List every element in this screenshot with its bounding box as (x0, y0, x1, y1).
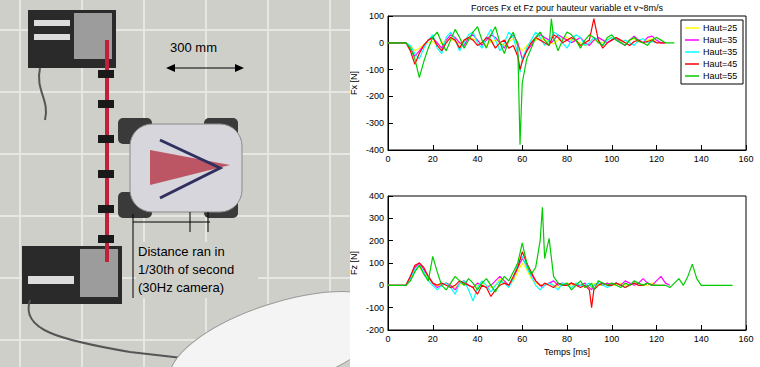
svg-text:-400: -400 (366, 145, 384, 155)
svg-text:(30Hz camera): (30Hz camera) (138, 280, 224, 295)
svg-text:-100: -100 (366, 65, 384, 75)
svg-text:-200: -200 (366, 91, 384, 101)
svg-text:40: 40 (472, 154, 482, 164)
svg-text:Haut=45: Haut=45 (703, 59, 737, 69)
svg-text:-100: -100 (366, 303, 384, 313)
svg-text:160: 160 (738, 154, 753, 164)
svg-text:80: 80 (562, 334, 572, 344)
svg-text:Temps [ms]: Temps [ms] (544, 347, 590, 357)
svg-text:100: 100 (604, 154, 619, 164)
svg-text:120: 120 (649, 154, 664, 164)
svg-text:Fz [N]: Fz [N] (349, 251, 359, 275)
svg-text:20: 20 (428, 154, 438, 164)
svg-text:0: 0 (379, 38, 384, 48)
svg-text:80: 80 (562, 154, 572, 164)
svg-text:100: 100 (369, 11, 384, 21)
svg-text:Haut=55: Haut=55 (703, 71, 737, 81)
svg-text:Forces Fx et Fz pour hauteur v: Forces Fx et Fz pour hauteur variable et… (471, 3, 663, 13)
svg-text:Fx [N]: Fx [N] (349, 71, 359, 95)
svg-text:40: 40 (472, 334, 482, 344)
svg-text:0: 0 (385, 154, 390, 164)
svg-text:300: 300 (369, 213, 384, 223)
svg-text:60: 60 (517, 154, 527, 164)
svg-text:120: 120 (649, 334, 664, 344)
svg-text:400: 400 (369, 191, 384, 201)
svg-text:100: 100 (369, 258, 384, 268)
svg-text:0: 0 (379, 280, 384, 290)
svg-text:-200: -200 (366, 325, 384, 335)
svg-text:Haut=35: Haut=35 (703, 35, 737, 45)
svg-text:1/30th of second: 1/30th of second (138, 262, 234, 277)
svg-text:160: 160 (738, 334, 753, 344)
svg-text:Distance ran in: Distance ran in (138, 244, 225, 259)
svg-text:140: 140 (694, 334, 709, 344)
svg-text:300 mm: 300 mm (170, 40, 217, 55)
svg-text:20: 20 (428, 334, 438, 344)
svg-text:Haut=35: Haut=35 (703, 47, 737, 57)
svg-text:100: 100 (604, 334, 619, 344)
svg-text:140: 140 (694, 154, 709, 164)
svg-text:Haut=25: Haut=25 (703, 23, 737, 33)
svg-text:0: 0 (385, 334, 390, 344)
svg-text:-300: -300 (366, 118, 384, 128)
svg-text:60: 60 (517, 334, 527, 344)
svg-text:200: 200 (369, 236, 384, 246)
